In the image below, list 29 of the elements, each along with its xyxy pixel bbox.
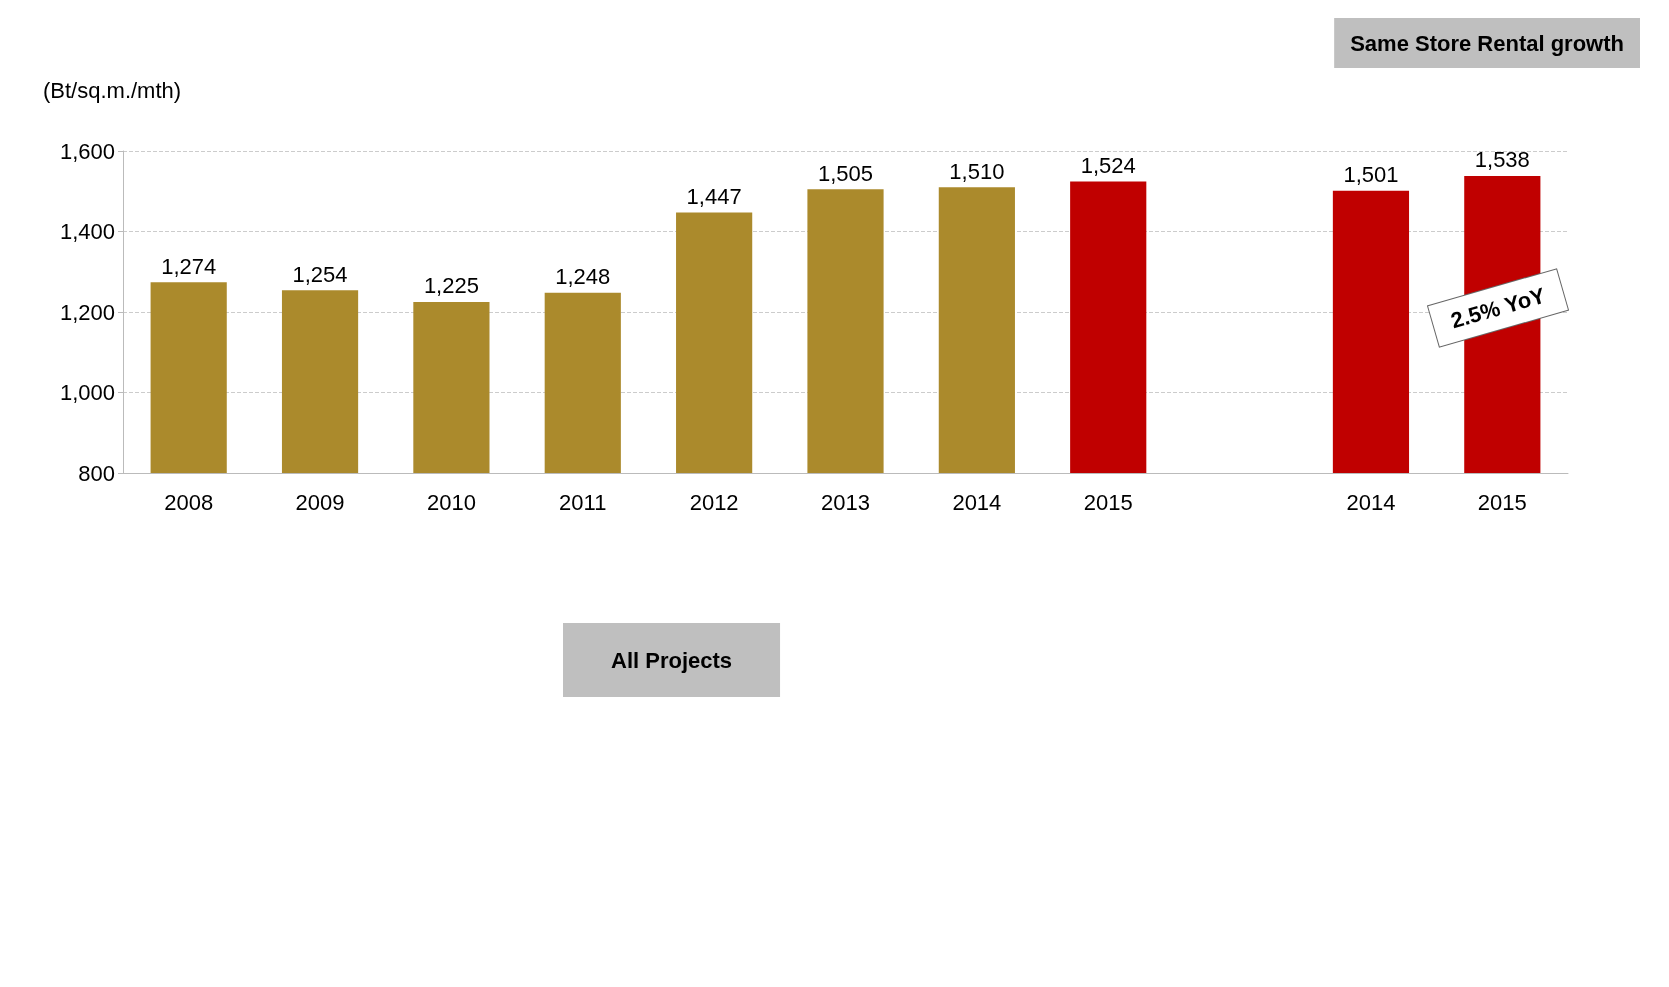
data-label: 1,524: [1080, 153, 1136, 179]
x-tick-label: 2009: [295, 489, 345, 515]
data-label: 1,225: [423, 273, 479, 299]
x-tick-label: 2015: [1083, 489, 1133, 515]
y-tick-label: 1,600: [59, 138, 115, 164]
x-tick-label: 2011: [559, 489, 607, 515]
y-axis-title: (Bt/sq.m./mth): [43, 77, 182, 103]
x-tick-label: 2014: [952, 489, 1002, 515]
x-tick-label: 2015: [1477, 489, 1527, 515]
x-tick-label: 2010: [426, 489, 476, 515]
data-label: 1,510: [949, 158, 1005, 184]
data-label: 1,447: [686, 184, 742, 210]
text: All Projects: [611, 647, 733, 673]
data-label: 1,538: [1474, 147, 1530, 173]
data-label: 1,248: [555, 264, 611, 290]
y-tick-label: 1,400: [59, 219, 115, 244]
y-tick-label: 1,200: [59, 299, 115, 325]
text: Same Store Rental growth: [1350, 30, 1625, 56]
x-tick-label: 2008: [164, 489, 214, 515]
data-label: 1,274: [161, 253, 217, 279]
x-tick-label: 2013: [821, 489, 870, 515]
data-label: 1,505: [817, 160, 874, 186]
data-label: 1,501: [1343, 162, 1399, 188]
y-tick-label: 1,000: [59, 380, 115, 405]
data-label: 1,254: [292, 261, 348, 287]
y-tick-label: 800: [78, 460, 115, 486]
annotation: 2.5% YoY: [1447, 282, 1549, 334]
x-tick-label: 2014: [1346, 489, 1396, 515]
x-tick-label: 2012: [689, 489, 739, 515]
